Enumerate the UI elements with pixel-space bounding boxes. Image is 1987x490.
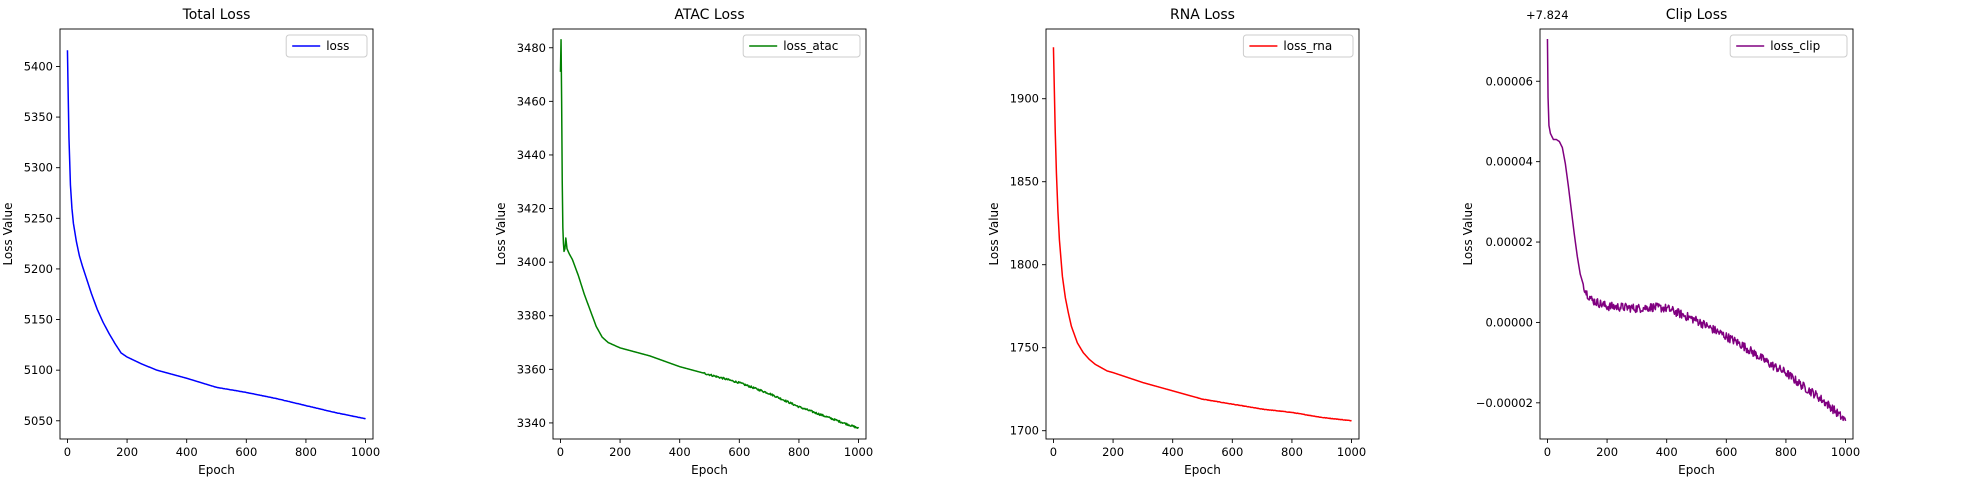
legend-box: [742, 34, 861, 58]
legend: loss: [285, 34, 368, 58]
axes-frame: [552, 28, 867, 440]
x-tick-label: 0: [1544, 445, 1551, 459]
y-tick-label: 3480: [517, 41, 546, 55]
subplot-1: Total Loss 0 200 400 600 800 1000 5050 5100 5150 5…: [1, 7, 380, 477]
y-tick-label: 3440: [517, 148, 546, 162]
y-tick-label: 3420: [517, 202, 546, 216]
axes-frame: [59, 28, 374, 440]
x-tick-label: 1000: [1831, 445, 1860, 459]
chart-title: Total Loss: [182, 7, 251, 23]
x-tick-label: 200: [1102, 445, 1124, 459]
x-tick-label: 600: [1715, 445, 1737, 459]
y-offset-label: +7.824: [1526, 8, 1569, 22]
y-axis-label: Loss Value: [1, 202, 15, 265]
x-tick-label: 0: [557, 445, 564, 459]
chart-title: RNA Loss: [1170, 7, 1235, 23]
chart-title: Clip Loss: [1666, 7, 1728, 23]
x-tick-label: 200: [1596, 445, 1618, 459]
x-axis-label: Epoch: [691, 463, 728, 477]
legend-label: loss: [326, 39, 349, 53]
x-tick-label: 0: [64, 445, 71, 459]
y-tick-label: 5250: [24, 211, 53, 225]
y-tick-label: 5150: [24, 313, 53, 327]
legend-box: [1242, 34, 1354, 58]
y-tick-label: 3340: [517, 416, 546, 430]
x-tick-label: 1000: [844, 445, 873, 459]
y-tick-label: 1700: [1010, 424, 1039, 438]
x-tick-label: 0: [1050, 445, 1057, 459]
y-tick-label: 0.00002: [1485, 235, 1533, 249]
y-tick-label: 3360: [517, 362, 546, 376]
y-tick-label: 3380: [517, 309, 546, 323]
x-tick-label: 400: [669, 445, 691, 459]
x-tick-label: 800: [1281, 445, 1303, 459]
subplot-4: Clip Loss +7.824 0 200 400 600 800 1000 −0.00002…: [1461, 7, 1860, 477]
y-tick-label: 5300: [24, 161, 53, 175]
y-tick-label: 1800: [1010, 258, 1039, 272]
x-axis-label: Epoch: [198, 463, 235, 477]
series-line-loss_rna: [1052, 47, 1352, 422]
y-tick-label: 0.00000: [1485, 315, 1533, 329]
y-tick-label: 3400: [517, 255, 546, 269]
y-tick-label: 1750: [1010, 341, 1039, 355]
x-tick-label: 600: [1221, 445, 1243, 459]
x-tick-label: 400: [1656, 445, 1678, 459]
y-tick-label: 0.00006: [1485, 74, 1533, 88]
y-axis-label: Loss Value: [987, 202, 1001, 265]
y-tick-label: 1900: [1010, 92, 1039, 106]
y-axis-label: Loss Value: [494, 202, 508, 265]
x-tick-label: 800: [1775, 445, 1797, 459]
legend: loss_rna: [1242, 34, 1354, 58]
y-tick-label: −0.00002: [1476, 396, 1533, 410]
series-line-loss: [66, 50, 366, 420]
legend: loss_clip: [1729, 34, 1848, 58]
x-tick-label: 600: [235, 445, 257, 459]
y-tick-label: 5350: [24, 110, 53, 124]
x-tick-label: 1000: [351, 445, 380, 459]
legend-label: loss_atac: [783, 39, 838, 53]
x-axis-label: Epoch: [1678, 463, 1715, 477]
x-tick-label: 800: [295, 445, 317, 459]
x-tick-label: 400: [176, 445, 198, 459]
y-tick-label: 5400: [24, 59, 53, 73]
y-axis-label: Loss Value: [1461, 202, 1475, 265]
y-tick-label: 5200: [24, 262, 53, 276]
x-tick-label: 400: [1162, 445, 1184, 459]
legend: loss_atac: [742, 34, 861, 58]
y-tick-label: 1850: [1010, 175, 1039, 189]
x-axis-label: Epoch: [1184, 463, 1221, 477]
chart-title: ATAC Loss: [674, 7, 744, 23]
legend-box: [1729, 34, 1848, 58]
x-tick-label: 200: [609, 445, 631, 459]
series-line-loss_clip: [1546, 39, 1847, 422]
subplot-3: RNA Loss 0 200 400 600 800 1000 1700 1750 1800 185…: [987, 7, 1366, 477]
y-tick-label: 5100: [24, 363, 53, 377]
legend-box: [285, 34, 368, 58]
axes-frame: [1045, 28, 1360, 440]
legend-label: loss_clip: [1770, 39, 1820, 53]
axes-frame: [1539, 28, 1854, 440]
x-tick-label: 200: [116, 445, 138, 459]
y-tick-label: 0.00004: [1485, 155, 1533, 169]
y-tick-label: 3460: [517, 94, 546, 108]
subplot-2: ATAC Loss 0 200 400 600 800 1000 3340 3360 3380 34…: [494, 7, 873, 477]
series-line-loss_atac: [559, 38, 860, 429]
x-tick-label: 600: [728, 445, 750, 459]
legend-label: loss_rna: [1283, 39, 1332, 53]
x-tick-label: 1000: [1337, 445, 1366, 459]
y-tick-label: 5050: [24, 414, 53, 428]
x-tick-label: 800: [788, 445, 810, 459]
